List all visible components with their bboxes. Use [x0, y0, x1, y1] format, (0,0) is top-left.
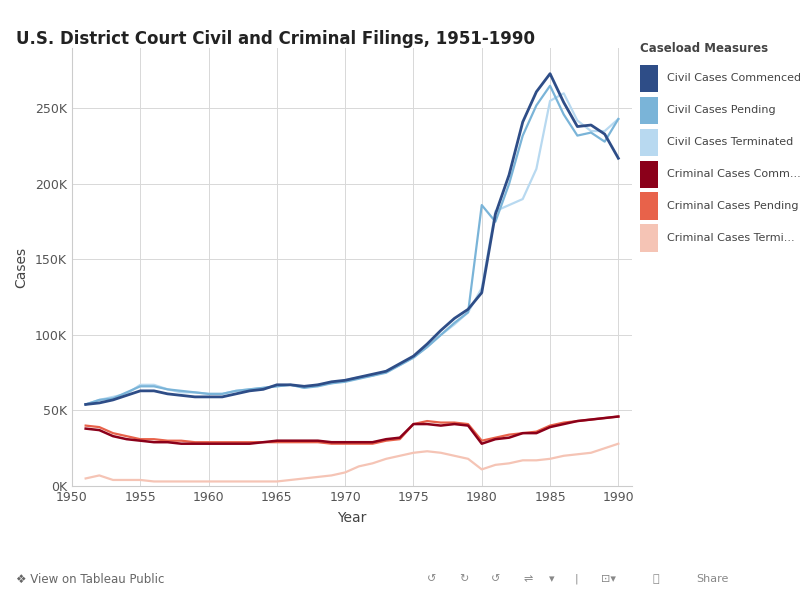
- FancyBboxPatch shape: [640, 161, 658, 188]
- Text: Share: Share: [696, 574, 728, 584]
- Text: U.S. District Court Civil and Criminal Filings, 1951-1990: U.S. District Court Civil and Criminal F…: [16, 30, 535, 48]
- Text: ❖ View on Tableau Public: ❖ View on Tableau Public: [16, 572, 164, 586]
- Text: Criminal Cases Termi...: Criminal Cases Termi...: [667, 233, 795, 243]
- Text: Criminal Cases Pending: Criminal Cases Pending: [667, 201, 799, 211]
- FancyBboxPatch shape: [640, 193, 658, 220]
- FancyBboxPatch shape: [640, 128, 658, 156]
- FancyBboxPatch shape: [640, 97, 658, 124]
- Text: ↺: ↺: [491, 574, 501, 584]
- Text: Caseload Measures: Caseload Measures: [640, 42, 768, 55]
- X-axis label: Year: Year: [338, 511, 366, 525]
- Text: Civil Cases Commenced: Civil Cases Commenced: [667, 73, 800, 83]
- Text: Criminal Cases Comm...: Criminal Cases Comm...: [667, 169, 800, 179]
- Text: ▾: ▾: [549, 574, 555, 584]
- Text: ⬜: ⬜: [653, 574, 659, 584]
- Text: |: |: [574, 574, 578, 584]
- Text: ↺: ↺: [427, 574, 437, 584]
- Y-axis label: Cases: Cases: [14, 247, 28, 287]
- Text: ⊡▾: ⊡▾: [601, 574, 615, 584]
- FancyBboxPatch shape: [640, 224, 658, 252]
- Text: Civil Cases Terminated: Civil Cases Terminated: [667, 137, 794, 148]
- FancyBboxPatch shape: [640, 65, 658, 92]
- Text: Civil Cases Pending: Civil Cases Pending: [667, 106, 776, 115]
- Text: ↻: ↻: [459, 574, 469, 584]
- Text: ⇌: ⇌: [523, 574, 533, 584]
